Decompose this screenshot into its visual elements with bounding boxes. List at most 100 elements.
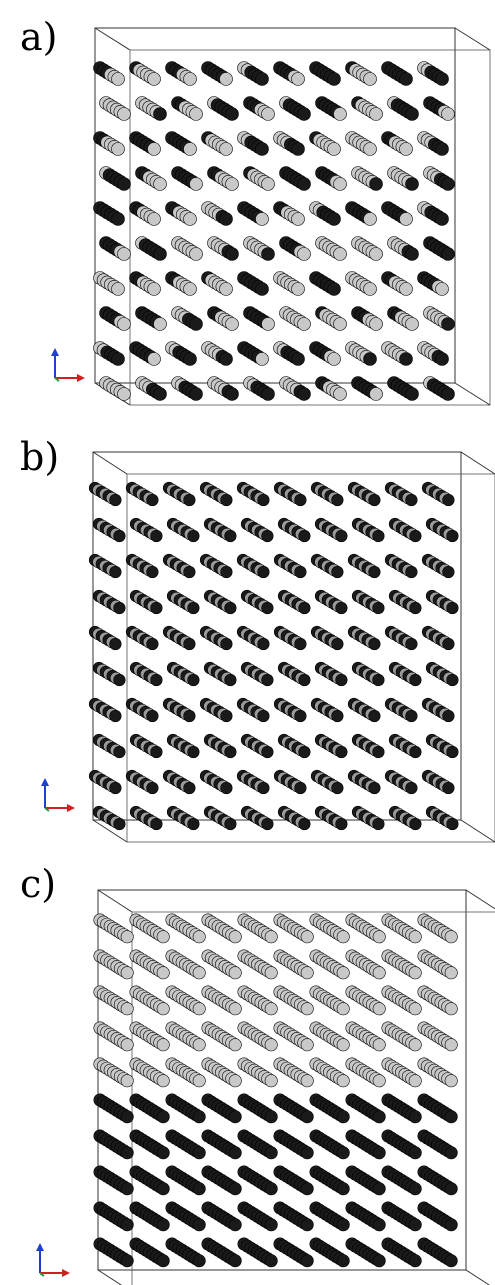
bead [189, 317, 203, 331]
bead [113, 745, 126, 759]
bead [156, 966, 170, 980]
bead [331, 637, 344, 651]
bead [372, 601, 385, 615]
bead [368, 781, 381, 795]
bead [442, 565, 455, 579]
bead [409, 817, 422, 831]
bead [120, 1074, 134, 1088]
bead [192, 1038, 206, 1052]
bead [150, 601, 163, 615]
bead [220, 709, 233, 723]
bead [444, 966, 458, 980]
bead [187, 673, 200, 687]
bead [153, 317, 167, 331]
box-edge [92, 451, 128, 475]
bead [111, 352, 125, 366]
bead [183, 142, 197, 156]
bead [446, 601, 459, 615]
bead [111, 212, 125, 226]
box-edge [94, 27, 131, 51]
bead [261, 107, 275, 121]
bead [150, 673, 163, 687]
bead [183, 72, 197, 86]
particle-layer [88, 481, 459, 831]
bead [255, 142, 269, 156]
bead [300, 1254, 314, 1268]
bead [294, 565, 307, 579]
bead [150, 817, 163, 831]
bead [189, 247, 203, 261]
bead [228, 1218, 242, 1232]
bead [446, 817, 459, 831]
bead [335, 817, 348, 831]
bead [111, 282, 125, 296]
xyz-axes-icon [36, 1243, 70, 1277]
bead [331, 565, 344, 579]
bead [192, 1182, 206, 1196]
bead [156, 1038, 170, 1052]
bead [363, 352, 377, 366]
bead [156, 1002, 170, 1016]
bead [183, 637, 196, 651]
bead [298, 817, 311, 831]
bead [444, 1182, 458, 1196]
bead [435, 212, 449, 226]
bead [405, 317, 419, 331]
bead [219, 212, 233, 226]
particle-layer [93, 61, 455, 401]
box-edge [465, 1269, 491, 1285]
bead [409, 601, 422, 615]
y-axis [44, 807, 50, 812]
panel-c: c) [0, 855, 495, 1285]
bead [117, 247, 131, 261]
xyz-axes-icon [51, 348, 85, 382]
bead [409, 673, 422, 687]
bead [228, 1074, 242, 1088]
bead [156, 1254, 170, 1268]
bead [408, 1002, 422, 1016]
bead [333, 247, 347, 261]
bead [408, 1110, 422, 1124]
box-edge [97, 889, 133, 913]
box-back-edge [126, 473, 495, 843]
bead [297, 317, 311, 331]
bead [261, 817, 274, 831]
bead [219, 352, 233, 366]
simulation-box-a [51, 27, 491, 406]
bead [183, 212, 197, 226]
bead [113, 673, 126, 687]
bead [264, 1254, 278, 1268]
bead [224, 601, 237, 615]
bead [255, 72, 269, 86]
bead [331, 781, 344, 795]
xyz-axes-icon [41, 778, 75, 812]
bead [261, 387, 275, 401]
bead [113, 601, 126, 615]
bead [224, 529, 237, 543]
bead [363, 282, 377, 296]
bead [372, 529, 385, 543]
bead [261, 745, 274, 759]
bead [109, 493, 122, 507]
bead [261, 177, 275, 191]
bead [335, 673, 348, 687]
bead [363, 212, 377, 226]
bead [372, 1002, 386, 1016]
bead [399, 72, 413, 86]
panel-label-a: a) [20, 15, 58, 59]
bead [192, 1002, 206, 1016]
bead [120, 1254, 134, 1268]
bead [331, 709, 344, 723]
bead [117, 387, 131, 401]
bead [405, 177, 419, 191]
bead [327, 72, 341, 86]
bead [228, 1182, 242, 1196]
bead [261, 317, 275, 331]
bead [153, 177, 167, 191]
bead [219, 142, 233, 156]
bead [257, 637, 270, 651]
bead [187, 745, 200, 759]
bead [294, 781, 307, 795]
bead [294, 493, 307, 507]
bead [369, 177, 383, 191]
